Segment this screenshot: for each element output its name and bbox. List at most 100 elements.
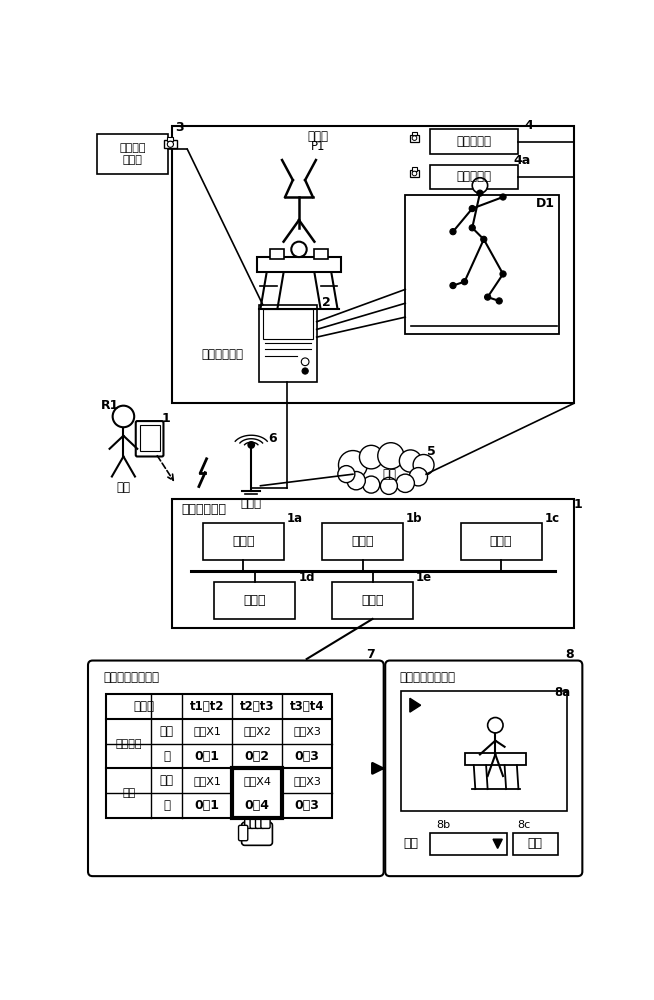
Text: 视频拍摄
照相机: 视频拍摄 照相机 <box>120 143 146 165</box>
FancyBboxPatch shape <box>239 825 248 841</box>
FancyBboxPatch shape <box>88 661 384 876</box>
Text: 处理部: 处理部 <box>351 535 373 548</box>
Bar <box>259 305 317 382</box>
Circle shape <box>412 171 417 176</box>
Text: 5: 5 <box>427 445 436 458</box>
Text: 技巧X3: 技巧X3 <box>293 726 321 736</box>
Bar <box>412 167 417 171</box>
Text: 7: 7 <box>366 648 375 661</box>
Circle shape <box>469 205 475 212</box>
Bar <box>430 833 507 855</box>
Text: 1: 1 <box>162 412 170 425</box>
Text: 确定: 确定 <box>528 837 543 850</box>
Circle shape <box>302 368 308 374</box>
Bar <box>232 768 282 818</box>
FancyBboxPatch shape <box>385 661 582 876</box>
Text: 1a: 1a <box>286 512 303 525</box>
Bar <box>107 694 332 818</box>
Text: 2: 2 <box>322 296 330 309</box>
Text: D1: D1 <box>536 197 555 210</box>
Circle shape <box>469 225 475 231</box>
Text: 分: 分 <box>163 799 170 812</box>
Text: 输入部: 输入部 <box>243 594 266 607</box>
Text: 6: 6 <box>269 432 277 445</box>
FancyBboxPatch shape <box>261 808 270 828</box>
Text: 4: 4 <box>524 119 533 132</box>
Bar <box>332 582 413 619</box>
Circle shape <box>409 468 428 486</box>
Text: 显示部: 显示部 <box>361 594 384 607</box>
Text: 信息处理装置: 信息处理装置 <box>201 348 243 361</box>
Text: 1: 1 <box>574 498 582 512</box>
Text: 网络: 网络 <box>383 468 397 481</box>
Bar <box>430 165 519 189</box>
Circle shape <box>381 477 398 494</box>
FancyBboxPatch shape <box>256 808 265 828</box>
Bar <box>513 833 558 855</box>
Circle shape <box>450 282 456 289</box>
Bar <box>322 523 403 560</box>
Text: 分: 分 <box>163 750 170 763</box>
Circle shape <box>500 271 506 277</box>
Text: 技巧视频播放画面: 技巧视频播放画面 <box>399 671 455 684</box>
Circle shape <box>378 443 404 469</box>
Bar <box>167 137 173 141</box>
FancyBboxPatch shape <box>245 808 254 828</box>
Bar <box>203 523 284 560</box>
Text: 0．1: 0．1 <box>194 799 220 812</box>
Circle shape <box>485 294 490 300</box>
Circle shape <box>496 298 502 304</box>
Circle shape <box>462 279 468 285</box>
Text: 1e: 1e <box>416 571 432 584</box>
Circle shape <box>301 358 309 366</box>
Circle shape <box>413 454 434 475</box>
Circle shape <box>488 718 503 733</box>
Text: 1d: 1d <box>298 571 315 584</box>
Text: 激光传感器: 激光传感器 <box>456 135 491 148</box>
Circle shape <box>248 442 254 448</box>
Text: 0．1: 0．1 <box>194 750 220 763</box>
Text: 0．3: 0．3 <box>295 799 320 812</box>
Text: 0．2: 0．2 <box>245 750 269 763</box>
Bar <box>172 499 574 628</box>
Circle shape <box>472 178 488 193</box>
Text: 技巧X1: 技巧X1 <box>193 726 221 736</box>
Text: 通信部: 通信部 <box>490 535 512 548</box>
Bar <box>410 135 419 142</box>
Circle shape <box>412 136 417 140</box>
Text: 时间段: 时间段 <box>133 700 155 713</box>
FancyBboxPatch shape <box>136 421 164 456</box>
Circle shape <box>360 445 383 469</box>
Text: 8: 8 <box>565 648 574 661</box>
Text: 激光传感器: 激光传感器 <box>456 170 491 183</box>
Circle shape <box>347 472 366 490</box>
Text: 技巧: 技巧 <box>404 837 419 850</box>
Bar <box>256 257 341 272</box>
Bar <box>139 425 160 451</box>
Circle shape <box>400 450 422 472</box>
Text: 技巧X4: 技巧X4 <box>243 776 271 786</box>
Text: 技巧: 技巧 <box>160 725 173 738</box>
Text: 技巧: 技巧 <box>160 774 173 787</box>
Text: 裁判: 裁判 <box>116 481 130 494</box>
Bar <box>315 249 328 259</box>
Text: 技巧X4: 技巧X4 <box>243 776 271 786</box>
Circle shape <box>363 476 380 493</box>
Circle shape <box>338 466 355 483</box>
FancyBboxPatch shape <box>241 822 273 845</box>
Circle shape <box>450 229 456 235</box>
Circle shape <box>477 190 483 196</box>
Polygon shape <box>493 839 502 848</box>
Bar <box>215 582 295 619</box>
Text: 技巧X1: 技巧X1 <box>193 776 221 786</box>
Text: 8b: 8b <box>436 820 450 830</box>
Text: 参赛者: 参赛者 <box>308 130 329 143</box>
Bar <box>401 691 567 811</box>
Bar <box>430 129 519 154</box>
Circle shape <box>500 194 506 200</box>
Text: 评分结果比较画面: 评分结果比较画面 <box>103 671 160 684</box>
Bar <box>269 249 284 259</box>
Text: 技巧X2: 技巧X2 <box>243 726 271 736</box>
Text: t2～t3: t2～t3 <box>240 700 274 713</box>
Text: 8c: 8c <box>517 820 530 830</box>
